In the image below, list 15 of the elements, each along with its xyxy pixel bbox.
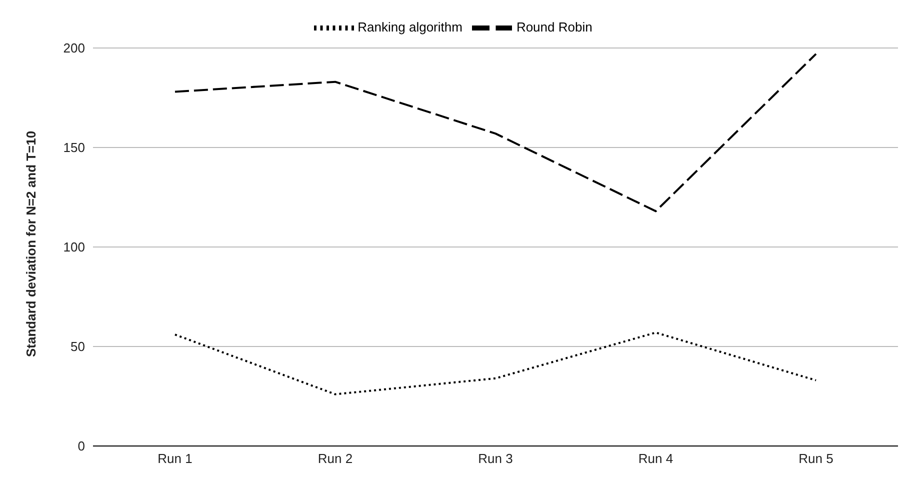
x-tick-label: Run 2 — [318, 451, 353, 466]
x-tick-label: Run 3 — [478, 451, 513, 466]
x-tick-label: Run 4 — [638, 451, 674, 466]
y-tick-label: 100 — [63, 240, 85, 255]
line-series — [174, 52, 817, 212]
legend-label: Round Robin — [516, 19, 592, 34]
y-tick-label: 50 — [70, 339, 85, 354]
x-tick-label: Run 1 — [158, 451, 192, 466]
legend-label: Ranking algorithm — [358, 19, 462, 34]
y-tick-label: 150 — [63, 140, 85, 156]
y-tick-label: 200 — [63, 40, 85, 56]
y-tick-label: 0 — [78, 438, 85, 454]
x-tick-label: Run 5 — [798, 451, 834, 466]
line-series — [174, 332, 817, 396]
y-axis-title: Standard deviation for N=2 and T=10 — [24, 130, 39, 357]
